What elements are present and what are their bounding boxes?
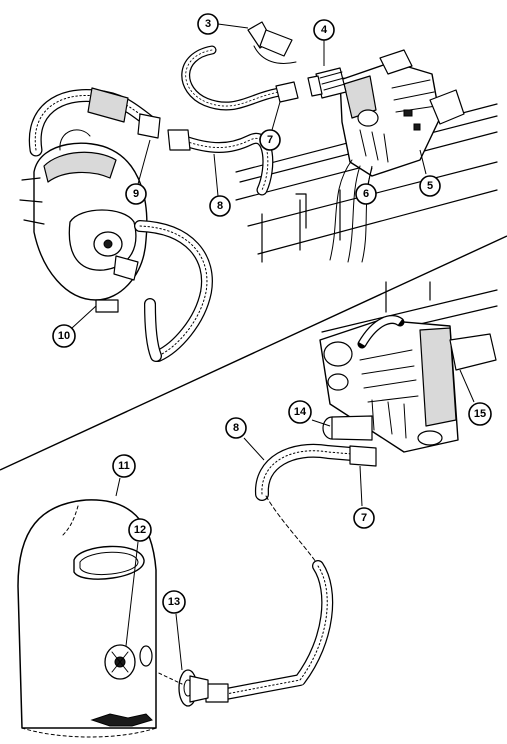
callout-15-label: 15 — [474, 408, 486, 420]
view-separator — [0, 235, 507, 471]
callout-13-label: 13 — [168, 596, 180, 608]
callout-7: 7 — [259, 129, 281, 151]
breathing-hose — [205, 443, 377, 703]
protective-hood — [17, 499, 157, 738]
oxygen-mask — [19, 129, 148, 313]
callout-3-label: 3 — [205, 18, 211, 30]
bottom-view — [17, 281, 498, 738]
callout-10: 10 — [52, 324, 76, 348]
callout-14-label: 14 — [294, 406, 307, 418]
callout-8-lower-label: 8 — [233, 422, 239, 434]
panel-connector — [307, 67, 347, 99]
callout-9-label: 9 — [133, 188, 139, 200]
callout-8: 8 — [209, 195, 231, 217]
mask-exhaust-hose — [134, 220, 213, 362]
callout-3: 3 — [197, 13, 219, 35]
callouts: 3 4 5 6 7 8 9 10 — [52, 13, 492, 671]
cap-adapter — [247, 21, 297, 64]
callout-14: 14 — [288, 400, 312, 424]
callout-6-label: 6 — [363, 188, 369, 200]
callout-10-label: 10 — [58, 330, 70, 342]
callout-12-label: 12 — [134, 524, 146, 536]
adapter-fitting — [322, 415, 373, 441]
callout-11-label: 11 — [118, 460, 130, 472]
callout-4: 4 — [313, 19, 335, 41]
callout-7-lower: 7 — [353, 507, 375, 529]
callout-13: 13 — [162, 590, 186, 614]
callout-15: 15 — [468, 402, 492, 426]
long-hose — [167, 129, 274, 196]
lower-regulator-panel — [319, 281, 498, 453]
top-view — [19, 21, 498, 362]
callout-5-label: 5 — [427, 180, 433, 192]
callout-6: 6 — [355, 183, 377, 205]
callout-8-label: 8 — [217, 200, 223, 212]
callout-7-label: 7 — [267, 134, 273, 146]
callout-8-lower: 8 — [225, 417, 247, 439]
oxygen-regulator-panel — [329, 49, 465, 263]
callout-4-label: 4 — [321, 24, 328, 36]
callout-11: 11 — [112, 454, 136, 478]
mask-supply-hose — [28, 87, 161, 157]
callout-5: 5 — [419, 175, 441, 197]
quick-disconnect — [147, 667, 209, 707]
callout-7-lower-label: 7 — [361, 512, 367, 524]
callout-12: 12 — [128, 518, 152, 542]
callout-9: 9 — [125, 183, 147, 205]
short-hose — [181, 45, 299, 111]
